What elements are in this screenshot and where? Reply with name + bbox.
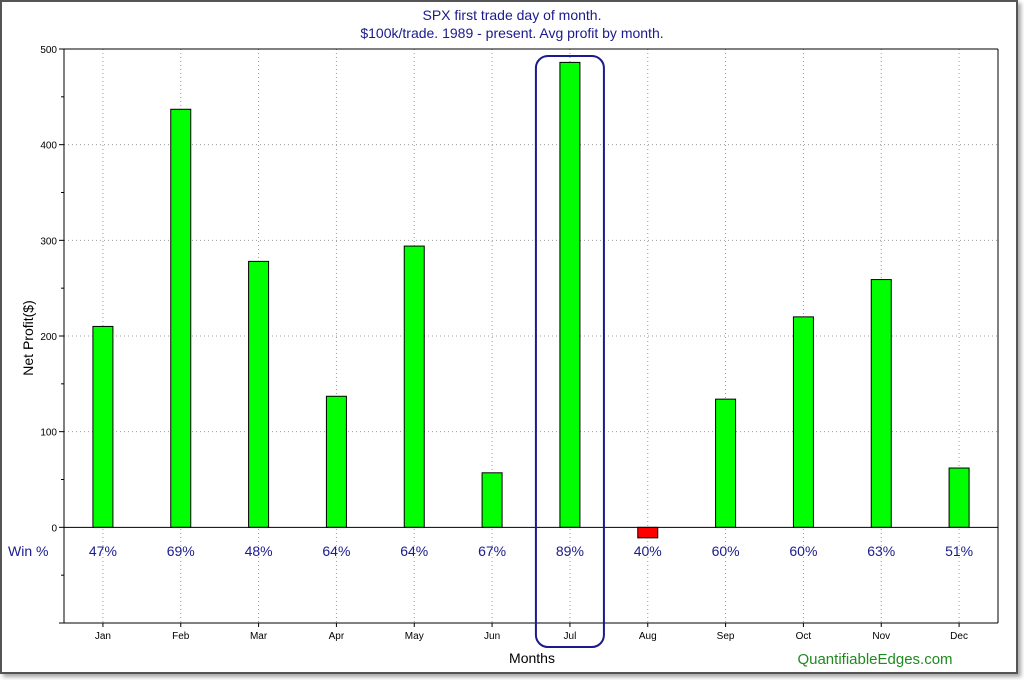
x-tick-label: May [405, 631, 424, 642]
win-rate-nov: 63% [867, 543, 895, 559]
y-tick-label: 400 [40, 141, 57, 152]
bar-apr [325, 395, 347, 528]
bar-feb [170, 108, 192, 528]
y-tick-label: 200 [40, 332, 57, 343]
bar-aug [637, 526, 659, 539]
bar-nov [870, 279, 892, 528]
win-rate-sep: 60% [712, 543, 740, 559]
y-axis-label: Net Profit($) [20, 300, 36, 375]
x-tick-label: Jun [484, 631, 500, 642]
y-tick-label: 0 [51, 523, 57, 534]
win-rate-dec: 51% [945, 543, 973, 559]
watermark: QuantifiableEdges.com [797, 651, 952, 668]
bar-may [403, 245, 425, 528]
x-tick-label: Oct [796, 631, 812, 642]
y-tick-label: 100 [40, 428, 57, 439]
win-rate-feb: 69% [167, 543, 195, 559]
chart-title: SPX first trade day of month. [423, 7, 602, 23]
grid-lines [64, 48, 998, 623]
labels: 0 100 200 300 400 500 Jan 47% Feb 69% Mar 48% Apr 64%… [40, 45, 973, 648]
y-tick-label: 500 [40, 45, 57, 56]
x-axis-label: Months [509, 650, 555, 666]
win-rate-may: 64% [400, 543, 428, 559]
bar-jul [559, 61, 581, 528]
win-rate-oct: 60% [789, 543, 817, 559]
x-tick-label: Jul [564, 631, 577, 642]
x-tick-label: Mar [250, 631, 268, 642]
win-rate-apr: 64% [322, 543, 350, 559]
win-rate-jan: 47% [89, 543, 117, 559]
x-tick-label: Aug [639, 631, 657, 642]
win-rate-aug: 40% [634, 543, 662, 559]
x-tick-label: Nov [872, 631, 890, 642]
bars [92, 61, 970, 539]
x-tick-label: Feb [172, 631, 190, 642]
bar-oct [792, 316, 814, 528]
bar-jan [92, 325, 114, 528]
bar-sep [715, 398, 737, 528]
bar-mar [248, 260, 270, 528]
axes [59, 48, 999, 627]
win-rate-jul: 89% [556, 543, 584, 559]
win-rate-label: Win % [8, 543, 48, 559]
x-tick-label: Sep [717, 631, 735, 642]
chart-subtitle: $100k/trade. 1989 - present. Avg profit … [360, 25, 663, 41]
x-tick-label: Apr [329, 631, 345, 642]
y-tick-label: 300 [40, 236, 57, 247]
win-rate-mar: 48% [245, 543, 273, 559]
bar-jun [481, 472, 503, 528]
highlight-box [534, 55, 605, 648]
x-tick-label: Dec [950, 631, 968, 642]
bar-dec [948, 467, 970, 528]
x-tick-label: Jan [95, 631, 111, 642]
win-rate-jun: 67% [478, 543, 506, 559]
